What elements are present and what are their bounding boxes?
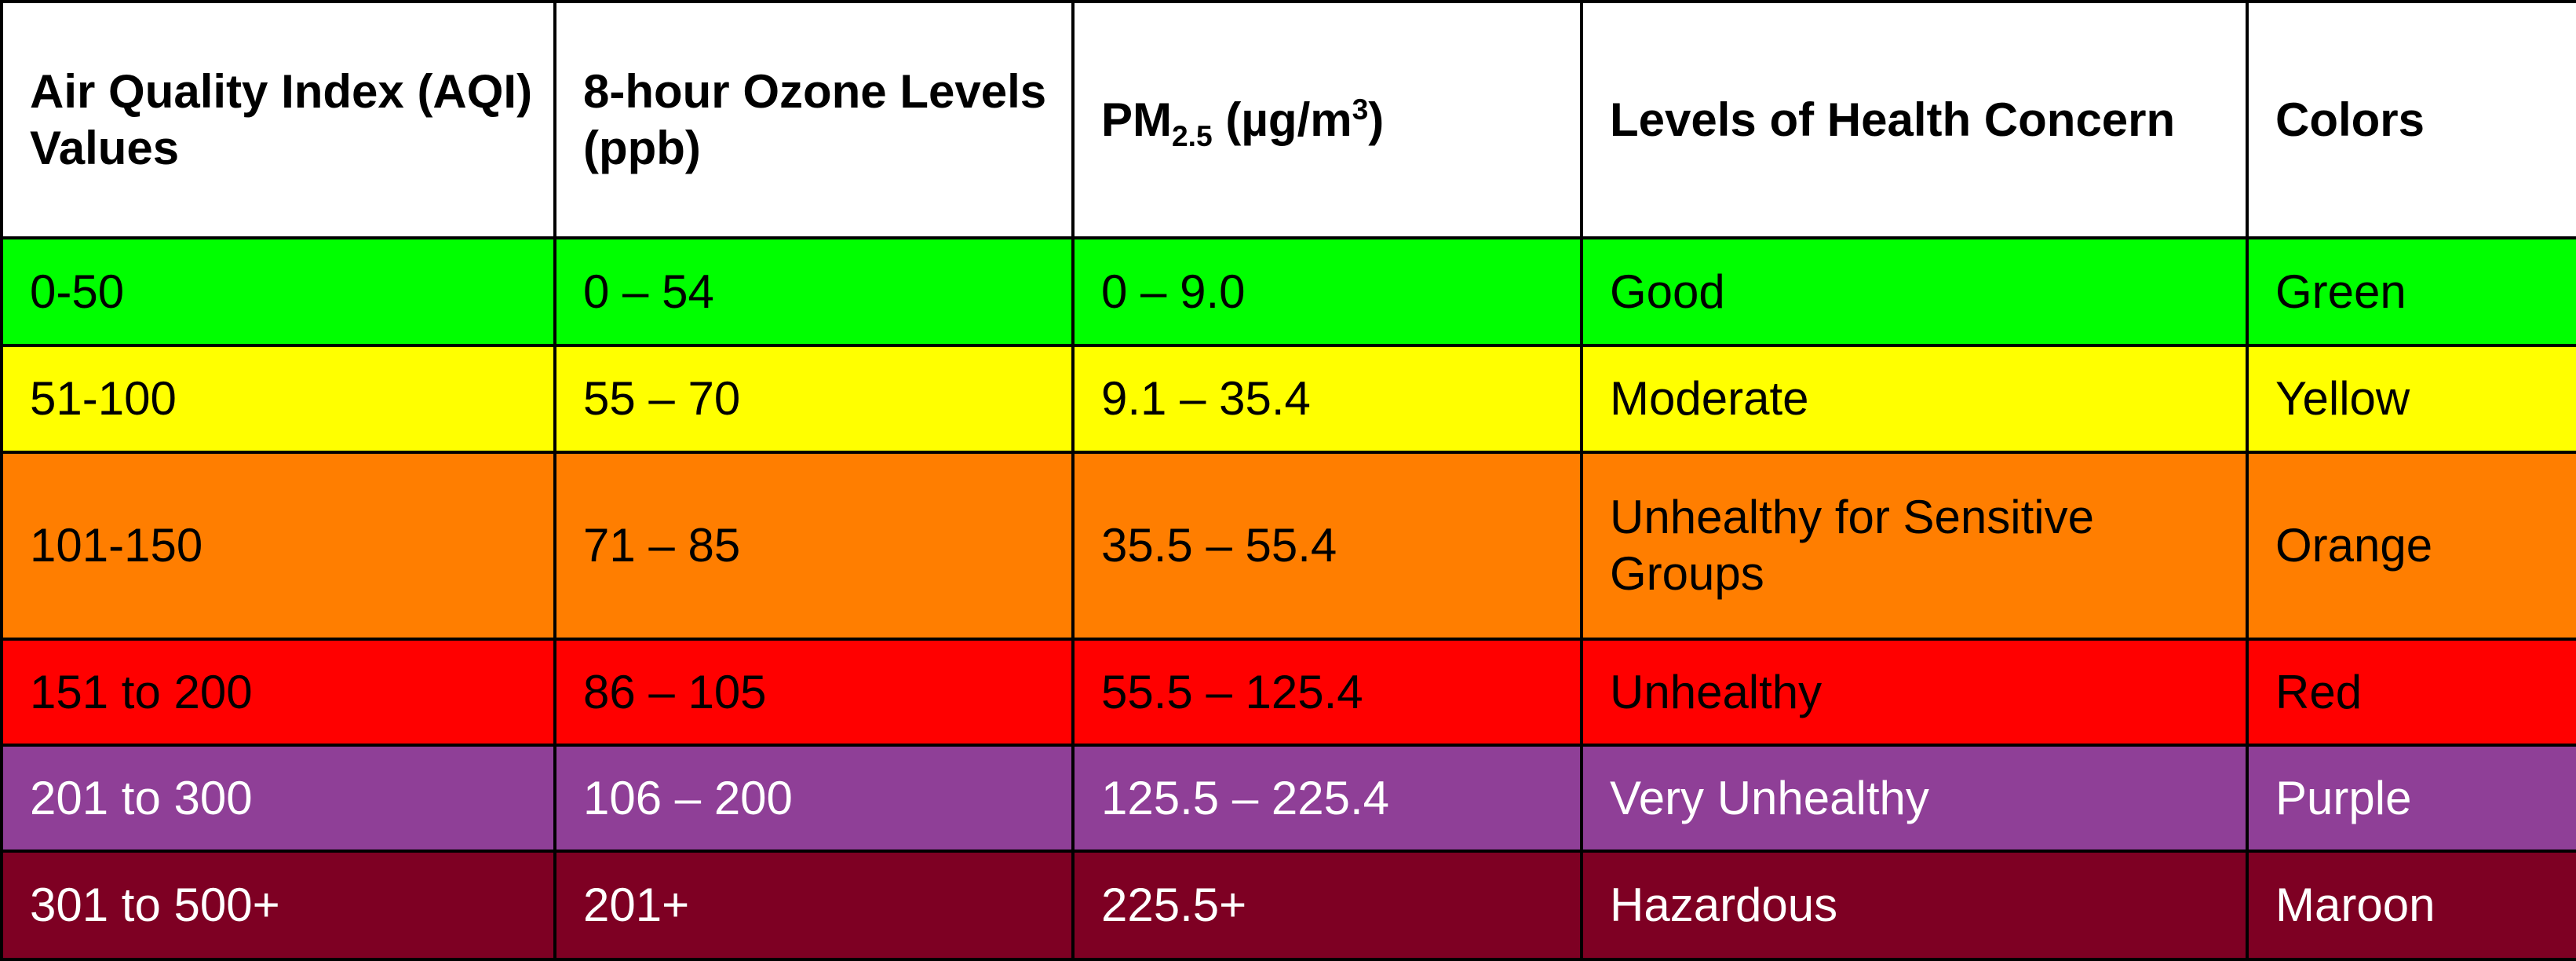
- data-cell: 55.5 – 125.4: [1071, 638, 1583, 747]
- data-cell: 101-150: [0, 451, 556, 641]
- data-cell: Hazardous: [1580, 850, 2249, 961]
- data-cell: 55 – 70: [553, 344, 1075, 454]
- header-text: ): [1368, 93, 1385, 146]
- data-cell: 9.1 – 35.4: [1071, 344, 1583, 454]
- header-cell: Air Quality Index (AQI) Values: [0, 0, 556, 239]
- header-text: 2.5: [1172, 119, 1213, 152]
- data-cell: 201+: [553, 850, 1075, 961]
- data-cell: Moderate: [1580, 344, 2249, 454]
- data-cell: 106 – 200: [553, 744, 1075, 853]
- data-cell: 225.5+: [1071, 850, 1583, 961]
- header-text: PM: [1101, 93, 1172, 146]
- data-cell: 0 – 9.0: [1071, 236, 1583, 347]
- header-cell: PM2.5 (µg/m3): [1071, 0, 1583, 239]
- data-cell: Unhealthy: [1580, 638, 2249, 747]
- data-cell: 0 – 54: [553, 236, 1075, 347]
- data-cell: Red: [2246, 638, 2576, 747]
- data-row: 301 to 500+ 201+ 225.5+ Hazardous Maroon: [0, 850, 2576, 961]
- data-cell: Unhealthy for Sensitive Groups: [1580, 451, 2249, 641]
- data-cell: 151 to 200: [0, 638, 556, 747]
- data-row: 151 to 200 86 – 105 55.5 – 125.4 Unhealthy R…: [0, 638, 2576, 747]
- data-cell: Purple: [2246, 744, 2576, 853]
- data-cell: Very Unhealthy: [1580, 744, 2249, 853]
- header-cell: 8-hour Ozone Levels (ppb): [553, 0, 1075, 239]
- data-row: 0-50 0 – 54 0 – 9.0 Good Green: [0, 236, 2576, 347]
- data-cell: Good: [1580, 236, 2249, 347]
- data-row: 51-100 55 – 70 9.1 – 35.4 Moderate Yellow: [0, 344, 2576, 454]
- data-row: 201 to 300 106 – 200 125.5 – 225.4 Very Unh…: [0, 744, 2576, 853]
- data-cell: 201 to 300: [0, 744, 556, 853]
- data-cell: 125.5 – 225.4: [1071, 744, 1583, 853]
- data-cell: 0-50: [0, 236, 556, 347]
- data-cell: 301 to 500+: [0, 850, 556, 961]
- header-text: (µg/m: [1212, 93, 1352, 146]
- data-cell: 86 – 105: [553, 638, 1075, 747]
- data-cell: Orange: [2246, 451, 2576, 641]
- header-cell: Levels of Health Concern: [1580, 0, 2249, 239]
- header-text: 3: [1352, 92, 1369, 126]
- data-cell: Yellow: [2246, 344, 2576, 454]
- data-cell: 51-100: [0, 344, 556, 454]
- data-cell: Maroon: [2246, 850, 2576, 961]
- table-body: 0-50 0 – 54 0 – 9.0 Good Green 51-100 55 – 70 9…: [0, 236, 2576, 961]
- data-cell: Green: [2246, 236, 2576, 347]
- data-cell: 71 – 85: [553, 451, 1075, 641]
- header-row: Air Quality Index (AQI) Values 8-hour Ozo…: [0, 0, 2576, 239]
- data-row: 101-150 71 – 85 35.5 – 55.4 Unhealthy for S…: [0, 451, 2576, 641]
- data-cell: 35.5 – 55.4: [1071, 451, 1583, 641]
- header-cell: Colors: [2246, 0, 2576, 239]
